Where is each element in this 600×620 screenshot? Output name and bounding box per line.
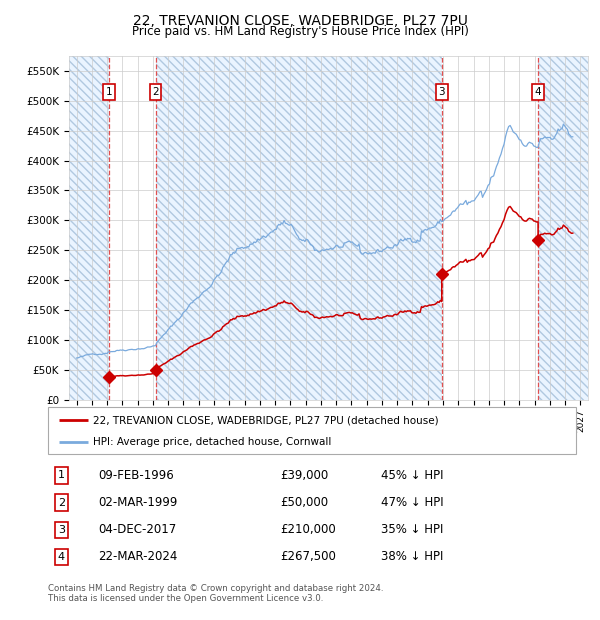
Text: 22, TREVANION CLOSE, WADEBRIDGE, PL27 7PU: 22, TREVANION CLOSE, WADEBRIDGE, PL27 7P… [133, 14, 467, 28]
Text: Contains HM Land Registry data © Crown copyright and database right 2024.
This d: Contains HM Land Registry data © Crown c… [48, 584, 383, 603]
Text: £39,000: £39,000 [280, 469, 329, 482]
Text: 1: 1 [106, 87, 112, 97]
Text: £267,500: £267,500 [280, 551, 336, 564]
Text: 22-MAR-2024: 22-MAR-2024 [98, 551, 178, 564]
Bar [69, 56, 109, 400]
Text: 4: 4 [535, 87, 541, 97]
Text: 22, TREVANION CLOSE, WADEBRIDGE, PL27 7PU (detached house): 22, TREVANION CLOSE, WADEBRIDGE, PL27 7P… [93, 415, 439, 425]
Text: 4: 4 [58, 552, 65, 562]
Text: 1: 1 [58, 471, 65, 480]
Text: 2: 2 [58, 498, 65, 508]
Bar [69, 56, 109, 400]
Bar [538, 56, 588, 400]
Text: 02-MAR-1999: 02-MAR-1999 [98, 496, 178, 509]
Bar [538, 56, 588, 400]
Text: 45% ↓ HPI: 45% ↓ HPI [380, 469, 443, 482]
Text: HPI: Average price, detached house, Cornwall: HPI: Average price, detached house, Corn… [93, 437, 331, 447]
Text: 47% ↓ HPI: 47% ↓ HPI [380, 496, 443, 509]
Text: Price paid vs. HM Land Registry's House Price Index (HPI): Price paid vs. HM Land Registry's House … [131, 25, 469, 38]
Text: 38% ↓ HPI: 38% ↓ HPI [380, 551, 443, 564]
Bar [155, 56, 442, 400]
Text: 3: 3 [58, 525, 65, 534]
Text: 04-DEC-2017: 04-DEC-2017 [98, 523, 176, 536]
Bar [155, 56, 442, 400]
Text: £50,000: £50,000 [280, 496, 328, 509]
Text: £210,000: £210,000 [280, 523, 336, 536]
Text: 09-FEB-1996: 09-FEB-1996 [98, 469, 174, 482]
Text: 3: 3 [439, 87, 445, 97]
Text: 2: 2 [152, 87, 159, 97]
FancyBboxPatch shape [48, 407, 576, 454]
Text: 35% ↓ HPI: 35% ↓ HPI [380, 523, 443, 536]
